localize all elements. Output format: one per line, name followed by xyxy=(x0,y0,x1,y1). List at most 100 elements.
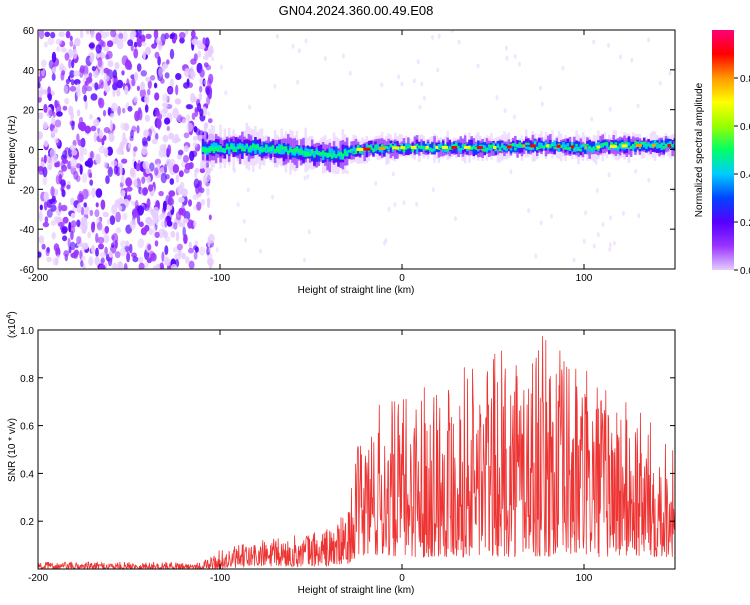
noise-cell xyxy=(244,237,248,243)
noise-cell xyxy=(133,146,138,152)
noise-cell xyxy=(43,103,48,113)
signal-cell xyxy=(477,140,480,149)
signal-peak xyxy=(451,146,457,149)
signal-cell xyxy=(404,147,408,150)
noise-cell xyxy=(84,209,89,216)
signal-cell xyxy=(629,141,633,147)
noise-cell xyxy=(175,73,182,80)
noise-cell xyxy=(58,221,65,227)
signal-cell xyxy=(477,148,480,152)
signal-cell xyxy=(311,149,314,154)
snr-y-label: SNR (10 * v/v) xyxy=(7,418,18,482)
noise-cell xyxy=(66,184,71,190)
noise-cell xyxy=(155,132,159,141)
signal-cell xyxy=(520,144,524,147)
noise-cell xyxy=(162,102,168,108)
noise-cell xyxy=(94,256,100,266)
noise-cell xyxy=(106,40,114,48)
noise-cell xyxy=(145,46,152,56)
noise-cell xyxy=(50,204,57,212)
noise-cell xyxy=(172,107,179,119)
noise-cell xyxy=(154,158,162,166)
noise-cell xyxy=(105,175,110,185)
noise-cell xyxy=(189,150,195,162)
noise-cell xyxy=(88,43,95,49)
noise-cell xyxy=(304,38,308,44)
x-tick-label: 0 xyxy=(399,573,405,584)
signal-cell xyxy=(455,146,458,153)
signal-cell xyxy=(494,148,497,152)
snr-scale-exponent: 4 xyxy=(6,315,13,319)
noise-cell xyxy=(90,93,98,101)
signal-peak xyxy=(379,147,386,150)
signal-cell xyxy=(461,144,465,147)
noise-cell xyxy=(156,163,160,169)
signal-cell xyxy=(431,149,434,152)
noise-cell xyxy=(131,200,136,206)
signal-cell xyxy=(673,143,675,148)
signal-cell xyxy=(263,141,266,151)
signal-cell xyxy=(374,146,377,152)
signal-cell xyxy=(566,143,569,147)
noise-cell xyxy=(188,241,192,250)
noise-cell xyxy=(163,163,168,174)
signal-peak xyxy=(441,146,449,149)
signal-cell xyxy=(398,147,401,152)
noise-cell xyxy=(160,172,167,184)
signal-cell xyxy=(588,145,591,149)
noise-cell xyxy=(141,35,146,43)
signal-cell xyxy=(374,144,377,148)
signal-cell xyxy=(568,147,572,150)
noise-cell xyxy=(418,104,422,110)
noise-cell xyxy=(124,85,129,95)
noise-cell xyxy=(41,67,45,77)
noise-cell xyxy=(62,150,69,159)
signal-cell xyxy=(640,143,644,151)
signal-cell xyxy=(509,146,513,151)
signal-cell xyxy=(380,148,384,153)
signal-cell xyxy=(560,144,563,148)
spectrogram-x-ticks: -200 -100 0 100 xyxy=(28,30,593,284)
noise-cell xyxy=(73,250,79,259)
y-tick-label: 0.6 xyxy=(20,422,34,433)
noise-cell xyxy=(596,232,600,238)
noise-cell xyxy=(141,137,148,146)
noise-cell xyxy=(110,160,118,167)
noise-cell xyxy=(147,128,152,137)
signal-cell xyxy=(599,146,602,153)
signal-cell xyxy=(531,147,535,151)
signal-cell xyxy=(326,152,329,158)
noise-cell xyxy=(58,202,62,212)
noise-cell xyxy=(348,70,352,76)
noise-cell xyxy=(144,94,150,105)
noise-cell xyxy=(121,31,128,42)
signal-cell xyxy=(225,144,229,149)
noise-cell xyxy=(143,262,149,268)
y-tick-label: 0.8 xyxy=(20,374,34,385)
snr-x-ticks: -200 -100 0 100 xyxy=(28,330,593,584)
noise-cell xyxy=(43,41,48,48)
noise-cell xyxy=(98,243,104,250)
signal-cell xyxy=(562,141,565,148)
signal-cell xyxy=(485,143,489,149)
noise-cell xyxy=(148,219,155,227)
signal-cell xyxy=(518,142,521,146)
signal-cell xyxy=(387,149,390,152)
noise-cell xyxy=(152,265,158,269)
signal-cell xyxy=(354,147,358,152)
noise-cell xyxy=(195,128,201,136)
signal-cell xyxy=(566,147,569,150)
spectrogram-y-ticks: -60 -40 -20 0 20 40 60 xyxy=(20,26,675,276)
noise-cell xyxy=(122,107,126,114)
noise-cell xyxy=(39,204,43,211)
noise-cell xyxy=(121,189,126,198)
signal-cell xyxy=(632,144,635,148)
signal-cell xyxy=(282,146,286,155)
signal-cell xyxy=(343,150,347,154)
signal-cell xyxy=(297,148,301,153)
noise-cell xyxy=(129,219,137,230)
noise-cell xyxy=(103,75,110,82)
noise-cell xyxy=(154,167,159,176)
noise-cell xyxy=(637,213,641,219)
noise-cell xyxy=(51,232,56,240)
